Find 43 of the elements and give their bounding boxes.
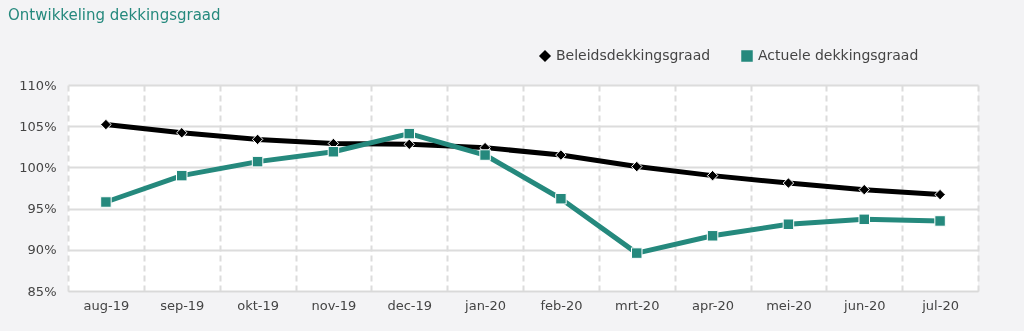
x-tick-label: mrt-20: [615, 297, 660, 313]
y-tick-label: 90%: [27, 242, 57, 258]
point: [251, 133, 264, 146]
point: [479, 149, 491, 161]
point: [934, 215, 946, 227]
point: [934, 188, 946, 201]
point: [782, 177, 795, 189]
y-tick-label: 100%: [19, 159, 57, 175]
point: [782, 218, 795, 230]
point: [858, 183, 870, 196]
point: [631, 247, 643, 259]
y-tick-label: 105%: [19, 118, 57, 134]
x-tick-label: jul-20: [921, 297, 959, 313]
x-tick-label: mei-20: [766, 297, 812, 313]
point: [555, 192, 567, 205]
point: [403, 127, 415, 140]
x-tick-label: jun-20: [843, 297, 886, 313]
legend-label: Beleidsdekkingsgraad: [556, 47, 711, 63]
x-tick-label: nov-19: [311, 297, 357, 313]
y-tick-label: 110%: [19, 77, 57, 93]
x-tick-label: sep-19: [160, 297, 205, 313]
point: [100, 118, 112, 131]
x-tick-label: dec-19: [387, 297, 433, 313]
point: [100, 196, 112, 208]
point: [555, 149, 567, 161]
point: [176, 169, 188, 182]
x-tick-label: feb-20: [540, 297, 583, 313]
x-tick-label: okt-19: [237, 297, 279, 313]
y-tick-label: 85%: [27, 283, 57, 299]
point: [706, 169, 719, 182]
x-tick-label: aug-19: [83, 297, 130, 313]
point: [251, 155, 264, 168]
point: [858, 213, 870, 226]
point: [176, 127, 188, 139]
chart-title: Ontwikkeling dekkingsgraad: [8, 6, 221, 24]
point: [403, 138, 415, 151]
x-tick-label: jan-20: [464, 297, 507, 313]
point: [327, 146, 340, 158]
point: [706, 230, 719, 242]
legend-label: Actuele dekkingsgraad: [758, 47, 919, 63]
x-tick-label: apr-20: [692, 297, 735, 313]
point: [631, 160, 643, 173]
y-tick-label: 95%: [27, 201, 57, 217]
